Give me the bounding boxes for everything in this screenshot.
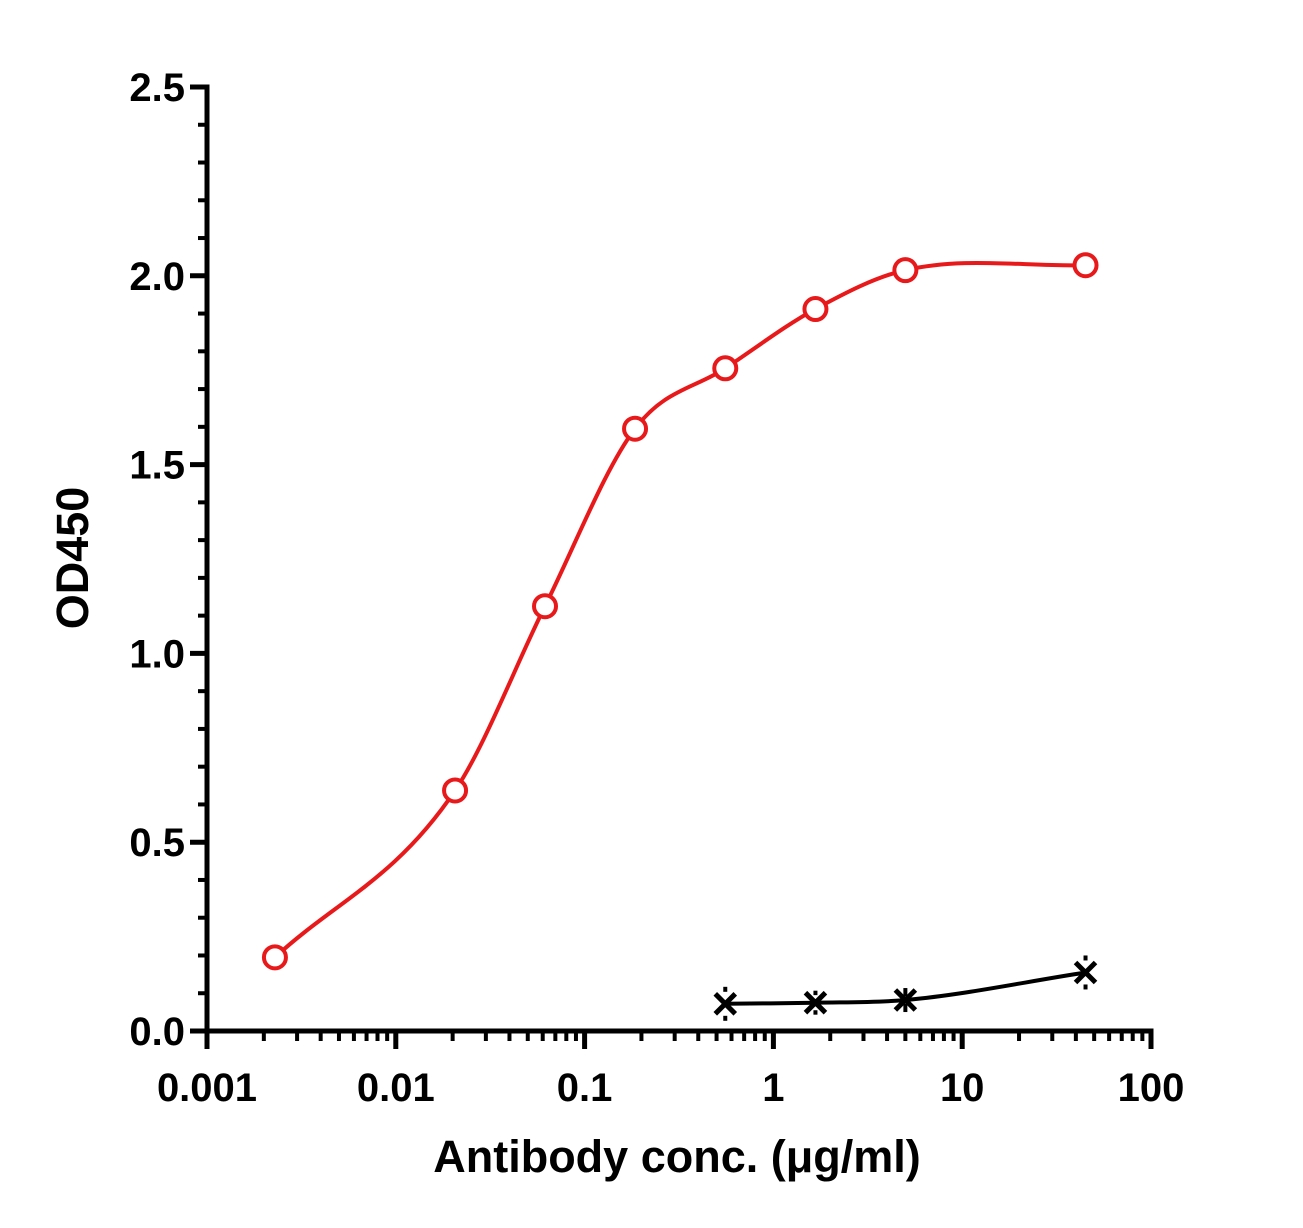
x-tick-label: 10 bbox=[940, 1066, 985, 1110]
data-point bbox=[261, 944, 288, 971]
data-point bbox=[1072, 252, 1099, 279]
y-tick-label: 1.5 bbox=[129, 444, 185, 488]
data-point bbox=[622, 415, 649, 442]
data-point bbox=[1073, 960, 1098, 985]
axes: 0.0 0.5 1.0 1.5 2.0 2.5 0.001 0.01 0.1 1 10 100 bbox=[129, 66, 1184, 1110]
x-marker-stroke bbox=[1073, 960, 1098, 985]
data-point bbox=[802, 296, 829, 323]
y-tick-label: 0.0 bbox=[129, 1010, 185, 1054]
data-point bbox=[712, 355, 739, 382]
x-tick-label: 0.001 bbox=[157, 1066, 257, 1110]
y-tick-label: 1.0 bbox=[129, 632, 185, 676]
x-tick-label: 0.1 bbox=[557, 1066, 613, 1110]
data-point bbox=[803, 990, 828, 1015]
x-tick-label: 100 bbox=[1118, 1066, 1185, 1110]
x-marker-stroke bbox=[713, 992, 738, 1016]
x-tick-label: 1 bbox=[762, 1066, 784, 1110]
x-tick-label: 0.01 bbox=[357, 1066, 435, 1110]
y-tick-label: 0.5 bbox=[129, 821, 185, 865]
data-point bbox=[532, 593, 559, 620]
data-point bbox=[713, 992, 738, 1016]
x-marker-stroke bbox=[893, 988, 918, 1012]
y-tick-label: 2.0 bbox=[129, 255, 185, 299]
data-marks bbox=[261, 252, 1099, 1021]
series-2-fit-curve bbox=[725, 970, 1086, 1006]
data-point bbox=[893, 988, 918, 1012]
series-1-fit-curve bbox=[273, 260, 1086, 959]
x-axis-title: Antibody conc. (μg/ml) bbox=[433, 1131, 921, 1182]
x-marker-stroke bbox=[803, 990, 828, 1015]
fit-curves bbox=[273, 260, 1086, 1006]
y-axis-title: OD450 bbox=[47, 487, 98, 630]
data-point bbox=[892, 257, 919, 284]
y-tick-label: 2.5 bbox=[129, 66, 185, 110]
data-point bbox=[442, 777, 469, 804]
